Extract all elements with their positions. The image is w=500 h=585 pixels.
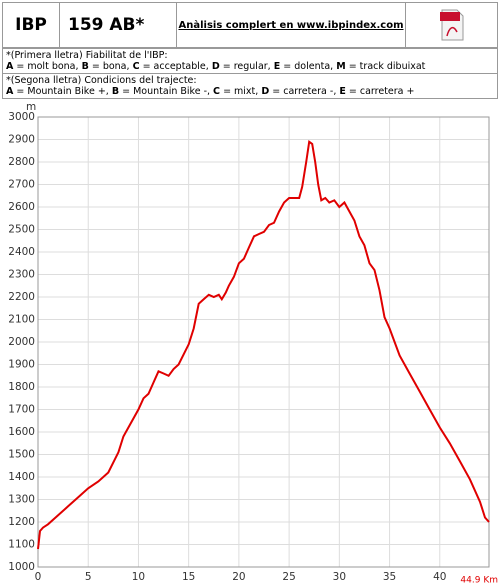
legend-key: E (273, 61, 281, 72)
legend-items: A = molt bona, B = bona, C = acceptable,… (6, 61, 494, 72)
legend-key: E (339, 86, 346, 97)
legend-desc: = Mountain Bike -, (122, 86, 211, 97)
legend-key: D (261, 86, 270, 97)
y-tick-label: 2700 (8, 179, 35, 191)
y-tick-label: 1800 (8, 381, 35, 393)
y-tick-label: 2200 (8, 291, 35, 303)
legend-desc: = carretera -, (272, 86, 337, 97)
legend-key: A (6, 61, 14, 72)
x-tick-label: 35 (383, 571, 396, 583)
pdf-icon[interactable] (439, 8, 465, 42)
y-tick-label: 2300 (8, 269, 35, 281)
ibp-label: IBP (3, 3, 60, 47)
legend-desc: = regular, (222, 61, 271, 72)
y-tick-label: 2100 (8, 314, 35, 326)
x-tick-label: 25 (282, 571, 295, 583)
legend-key: M (336, 61, 346, 72)
header: IBP 159 AB* Anàlisis complert en www.ibp… (2, 2, 498, 48)
y-tick-label: 1200 (8, 516, 35, 528)
y-unit: m (26, 101, 36, 113)
legend-desc: = carretera + (348, 86, 415, 97)
x-tick-label: 20 (232, 571, 245, 583)
y-tick-label: 3000 (8, 111, 35, 123)
y-tick-label: 1700 (8, 404, 35, 416)
legend-key: D (211, 61, 220, 72)
y-tick-label: 1600 (8, 426, 35, 438)
legend-desc: = dolenta, (283, 61, 334, 72)
legend-group: *(Primera lletra) Fiabilitat de l'IBP: A … (3, 49, 497, 73)
legend-desc: = acceptable, (142, 61, 209, 72)
pdf-cell (406, 3, 497, 47)
x-tick-label: 30 (333, 571, 346, 583)
chart: 1000 1100 1200 1300 1400 1500 1600 1700 1800 1900… (8, 101, 498, 585)
legend-desc: = bona, (91, 61, 130, 72)
y-tick-label: 2000 (8, 336, 35, 348)
legend-title: *(Segona lletra) Condicions del trajecte… (6, 75, 197, 86)
legend-group: *(Segona lletra) Condicions del trajecte… (3, 73, 497, 98)
legend-box: *(Primera lletra) Fiabilitat de l'IBP: A … (2, 48, 498, 99)
legend-desc: = mixt, (223, 86, 259, 97)
legend-desc: = molt bona, (16, 61, 79, 72)
legend-key: B (111, 86, 120, 97)
ibp-value: 159 AB* (60, 3, 177, 47)
x-tick-label: 15 (182, 571, 195, 583)
y-tick-label: 2800 (8, 156, 35, 168)
legend-desc: = Mountain Bike +, (16, 86, 109, 97)
y-tick-label: 2500 (8, 224, 35, 236)
plot-frame (37, 116, 490, 568)
y-tick-label: 2400 (8, 246, 35, 258)
link[interactable]: Anàlisis complert en www.ibpindex.com (177, 3, 406, 47)
legend-desc: = track dibuixat (348, 61, 426, 72)
y-tick-label: 1300 (8, 494, 35, 506)
legend-key: B (81, 61, 89, 72)
x-end-label: 44.9 Km (460, 576, 498, 585)
legend-title: *(Primera lletra) Fiabilitat de l'IBP: (6, 50, 168, 61)
y-tick-label: 1400 (8, 471, 35, 483)
y-tick-label: 1500 (8, 449, 35, 461)
legend-key: A (6, 86, 14, 97)
x-tick-label: 0 (35, 571, 42, 583)
x-tick-label: 40 (433, 571, 446, 583)
y-tick-label: 1100 (8, 539, 35, 551)
y-tick-label: 1000 (8, 561, 35, 573)
y-tick-label: 2600 (8, 201, 35, 213)
legend-items: A = Mountain Bike +, B = Mountain Bike -… (6, 86, 494, 97)
legend-key: C (132, 61, 140, 72)
x-tick-label: 5 (85, 571, 92, 583)
y-tick-label: 1900 (8, 359, 35, 371)
y-tick-label: 2900 (8, 134, 35, 146)
elevation-line (37, 140, 490, 550)
x-tick-label: 10 (132, 571, 145, 583)
legend-key: C (213, 86, 221, 97)
